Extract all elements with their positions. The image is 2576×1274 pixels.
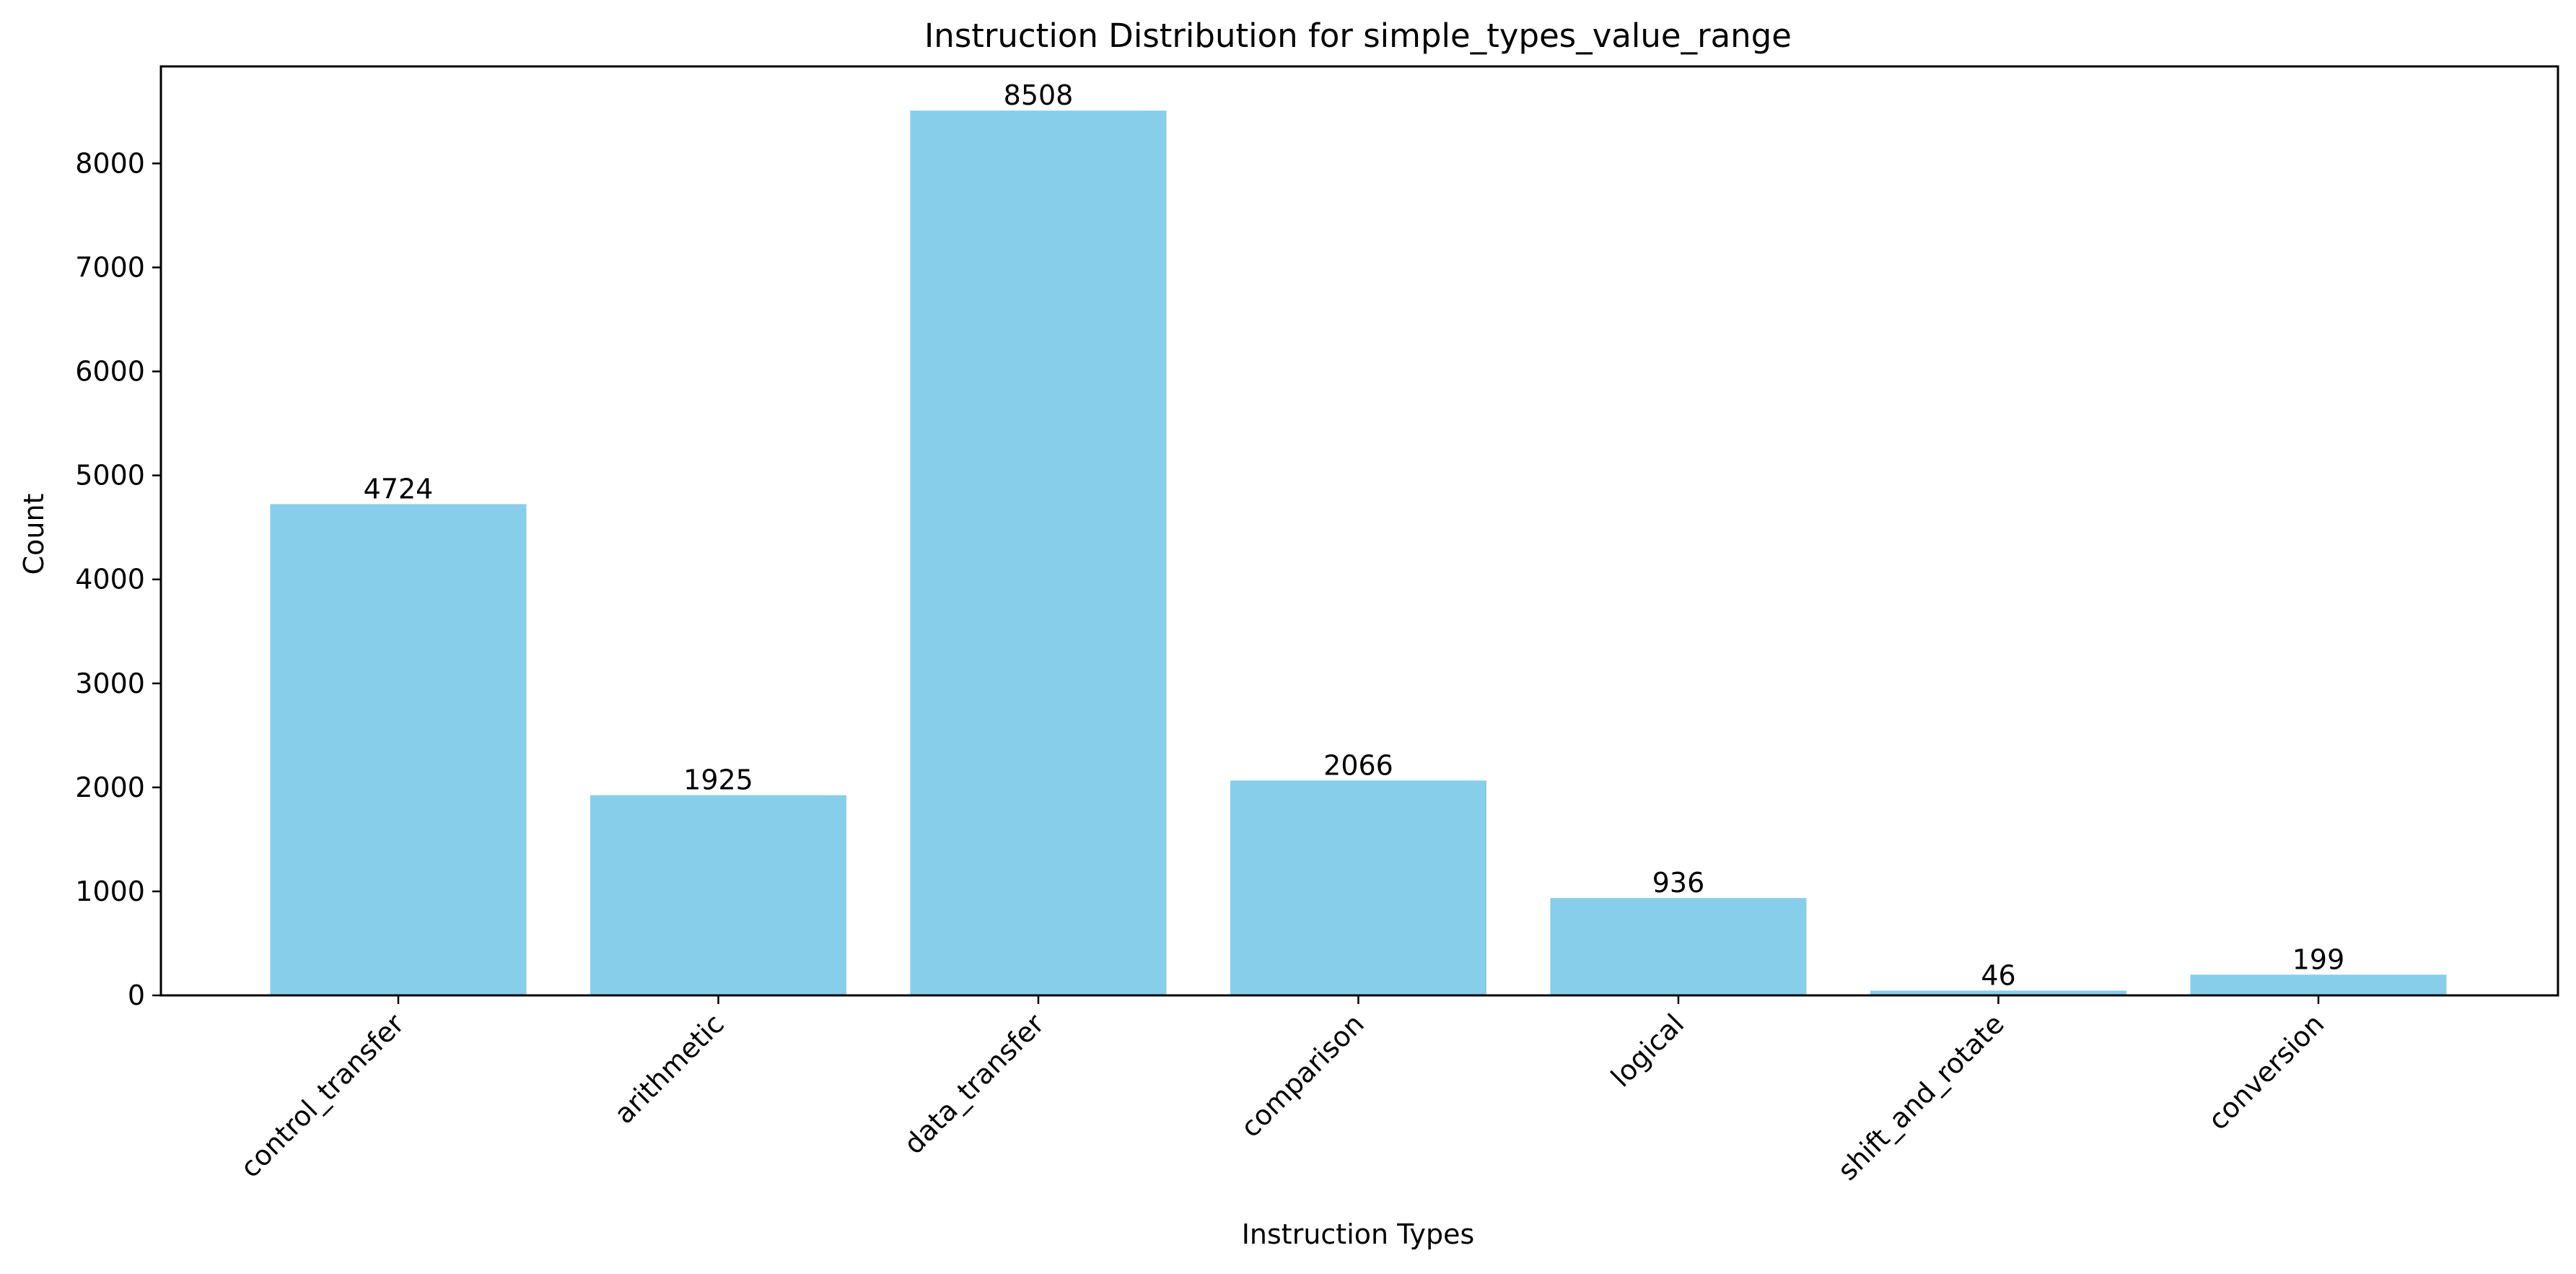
y-tick-label: 1000 (75, 876, 145, 907)
data-label-arithmetic: 1925 (683, 764, 753, 796)
data-labels: 4724 1925 8508 2066 936 46 199 (364, 79, 2345, 991)
data-label-logical: 936 (1652, 867, 1705, 899)
bar-data_transfer (910, 110, 1167, 995)
x-tick-label-shift_and_rotate: shift_and_rotate (1831, 1008, 2010, 1187)
data-label-comparison: 2066 (1323, 749, 1393, 781)
x-tick-label-data_transfer: data_transfer (898, 1008, 1050, 1160)
bar-control_transfer (270, 504, 527, 995)
chart-title: Instruction Distribution for simple_type… (924, 17, 1792, 55)
x-tick-label-comparison: comparison (1235, 1008, 1370, 1143)
x-axis: control_transfer arithmetic data_transfer c… (235, 995, 2331, 1187)
x-tick-label-logical: logical (1605, 1008, 1690, 1093)
y-axis: 0 1000 2000 3000 4000 5000 6000 7000 8000 (75, 147, 161, 1011)
data-label-control_transfer: 4724 (364, 473, 434, 505)
bar-conversion (2190, 974, 2447, 995)
y-tick-label: 7000 (75, 251, 145, 283)
x-tick-label-conversion: conversion (2202, 1008, 2331, 1136)
y-axis-label: Count (18, 494, 50, 575)
y-tick-label: 5000 (75, 460, 145, 492)
y-tick-label: 3000 (75, 668, 145, 699)
y-tick-label: 4000 (75, 564, 145, 595)
y-tick-label: 2000 (75, 772, 145, 803)
y-tick-label: 0 (128, 980, 145, 1011)
y-tick-label: 6000 (75, 356, 145, 388)
data-label-conversion: 199 (2292, 943, 2345, 975)
bar-shift_and_rotate (1870, 990, 2126, 995)
data-label-shift_and_rotate: 46 (1981, 959, 2015, 991)
bar-logical (1550, 898, 1807, 995)
bar-arithmetic (590, 795, 846, 995)
plot-frame (159, 65, 2559, 997)
data-label-data_transfer: 8508 (1004, 79, 1074, 111)
x-tick-label-arithmetic: arithmetic (608, 1008, 730, 1130)
bar-comparison (1230, 780, 1486, 995)
x-tick-label-control_transfer: control_transfer (235, 1008, 411, 1184)
y-tick-label: 8000 (75, 147, 145, 179)
bars (270, 110, 2447, 995)
x-axis-label: Instruction Types (1242, 1218, 1475, 1250)
